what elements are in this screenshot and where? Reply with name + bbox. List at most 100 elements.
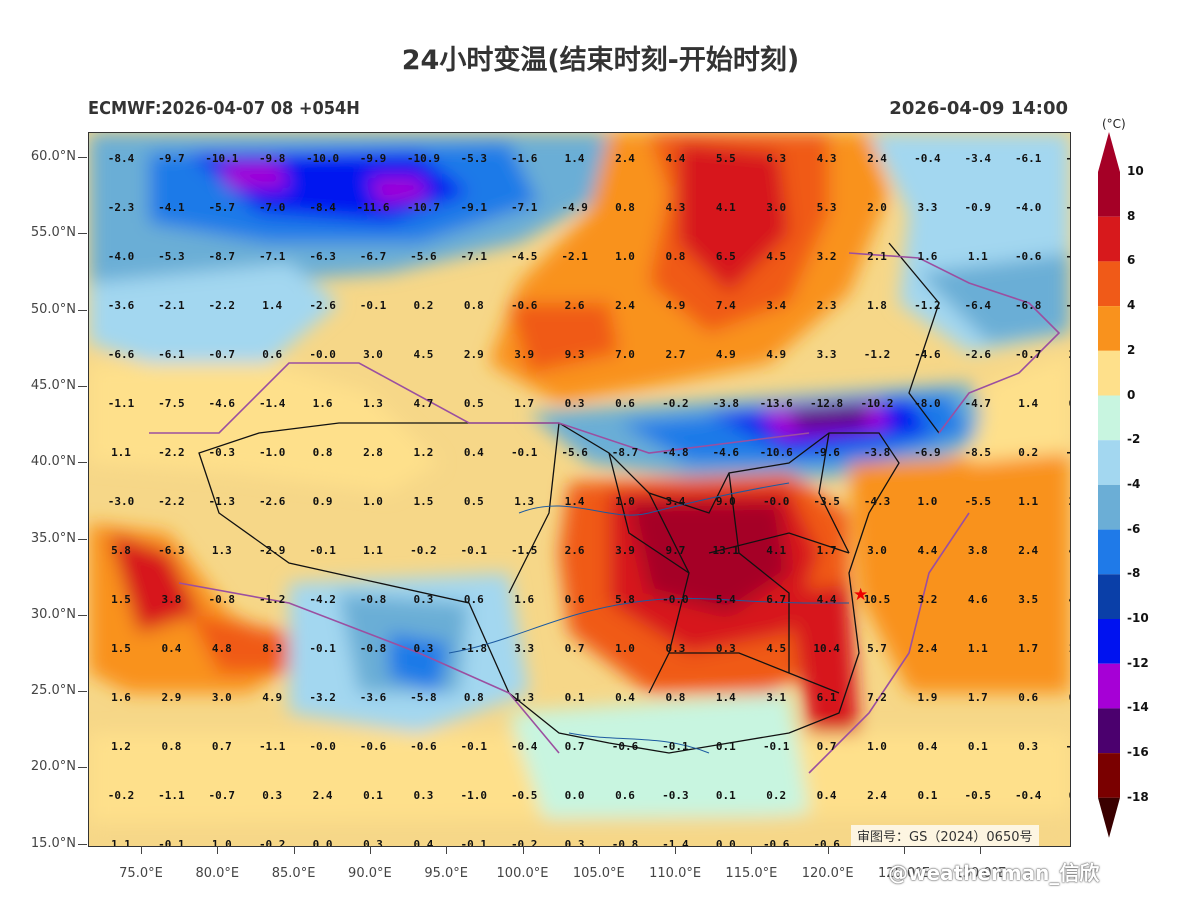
grid-value: -0.1: [460, 838, 488, 847]
grid-value: 2.4: [615, 152, 635, 165]
grid-value: 2.4: [867, 152, 887, 165]
grid-value: -0.0: [309, 348, 336, 361]
grid-value: 5.4: [715, 593, 736, 606]
grid-value: -5.3: [460, 152, 488, 165]
lon-tick-label: 85.0°E: [271, 866, 316, 881]
grid-value: -0.5: [510, 789, 538, 802]
grid-value: 1.6: [917, 250, 938, 263]
grid-value: -0.1: [1059, 446, 1070, 459]
grid-value: -2.3: [107, 201, 135, 214]
lon-tick: [446, 846, 448, 854]
grid-value: 1.7: [967, 691, 988, 704]
grid-value: -2.2: [158, 446, 185, 459]
grid-value: -5.6: [410, 250, 437, 263]
grid-value: 3.3: [917, 201, 938, 214]
grid-value: 3.2: [917, 593, 938, 606]
grid-value: 1.6: [312, 397, 333, 410]
grid-value: 0.4: [917, 740, 938, 753]
grid-value: 4.8: [211, 642, 232, 655]
grid-value: -0.1: [309, 642, 336, 655]
grid-value: -5.5: [964, 495, 992, 508]
grid-value: -3.1: [1059, 201, 1070, 214]
grid-value: 0.6: [1059, 691, 1070, 704]
grid-value: -7.1: [460, 250, 488, 263]
grid-value: 1.3: [514, 495, 535, 508]
grid-value: -7.1: [510, 201, 538, 214]
grid-value: 4.5: [766, 642, 787, 655]
grid-value: 5.5: [715, 152, 736, 165]
grid-value: 1.0: [615, 642, 635, 655]
grid-value: 5.7: [867, 642, 887, 655]
grid-value: 3.2: [816, 250, 837, 263]
grid-value: -1.1: [258, 740, 286, 753]
grid-value: -0.1: [359, 299, 387, 312]
grid-value: 1.9: [917, 691, 938, 704]
lon-tick-label: 90.0°E: [348, 866, 392, 881]
grid-value: -0.6: [611, 740, 639, 753]
lat-tick: [78, 462, 87, 464]
grid-value: -2.6: [309, 299, 336, 312]
grid-value: 4.4: [665, 152, 686, 165]
grid-value: -0.6: [359, 740, 387, 753]
grid-value: 5.3: [816, 201, 837, 214]
grid-value: 0.3: [1059, 789, 1070, 802]
grid-value: 2.4: [312, 789, 333, 802]
grid-value: -0.1: [158, 838, 185, 847]
grid-value: -8.7: [208, 250, 236, 263]
colorbar-segment: [1098, 484, 1120, 530]
grid-value: 0.4: [816, 789, 837, 802]
grid-value: -0.6: [410, 740, 437, 753]
colorbar-top-arrow: [1098, 132, 1120, 172]
colorbar-label: -2: [1127, 432, 1141, 447]
grid-value: -1.4: [662, 838, 689, 847]
grid-value: -3.8: [863, 446, 891, 459]
lat-tick-label: 55.0°N: [30, 225, 76, 241]
grid-value: -0.2: [510, 838, 538, 847]
lat-tick-label: 30.0°N: [30, 606, 76, 622]
grid-value: -2.1: [158, 299, 185, 312]
model-run-label: ECMWF:2026-04-07 08 +054H: [88, 98, 360, 119]
colorbar-label: 10: [1127, 164, 1144, 178]
grid-value: 0.3: [564, 838, 585, 847]
grid-value: -0.5: [964, 789, 992, 802]
colorbar-segment: [1098, 529, 1120, 575]
grid-value: -5.8: [410, 691, 437, 704]
grid-value: -3.0: [107, 495, 135, 508]
grid-value: 3.4: [766, 299, 787, 312]
grid-value: 1.4: [715, 691, 736, 704]
beijing-star-marker: ★: [853, 585, 869, 605]
lon-tick: [293, 846, 295, 854]
grid-value: 1.5: [1059, 642, 1070, 655]
grid-value: -0.0: [1059, 740, 1070, 753]
grid-value: 2.3: [816, 299, 837, 312]
grid-value: -0.8: [359, 642, 387, 655]
grid-value: 0.8: [665, 250, 686, 263]
grid-value: 2.9: [463, 348, 484, 361]
grid-value: 0.1: [715, 789, 736, 802]
grid-value: -3.4: [964, 152, 992, 165]
grid-value: 4.9: [262, 691, 283, 704]
grid-value: 0.7: [564, 740, 585, 753]
grid-value: -0.6: [510, 299, 538, 312]
grid-value: -1.8: [460, 642, 488, 655]
grid-value: 3.8: [967, 544, 988, 557]
grid-value: 0.6: [615, 397, 635, 410]
grid-value: -0.4: [1014, 789, 1042, 802]
grid-value: 4.9: [665, 299, 686, 312]
lat-tick: [78, 233, 87, 235]
grid-value: 4.7: [413, 397, 434, 410]
grid-value: 6.1: [816, 691, 837, 704]
grid-value: 6.7: [766, 593, 787, 606]
grid-value: -6.3: [309, 250, 336, 263]
grid-value: 0.8: [463, 691, 484, 704]
grid-value: -0.7: [1014, 348, 1042, 361]
grid-value: -4.1: [158, 201, 185, 214]
grid-value: 0.4: [413, 838, 434, 847]
grid-value: 1.1: [967, 250, 988, 263]
grid-value: -1.3: [208, 495, 236, 508]
lon-tick: [369, 846, 371, 854]
grid-value: 4.9: [766, 348, 787, 361]
lat-tick-label: 60.0°N: [30, 149, 76, 164]
grid-value: 3.3: [514, 642, 535, 655]
lon-tick: [141, 846, 142, 854]
